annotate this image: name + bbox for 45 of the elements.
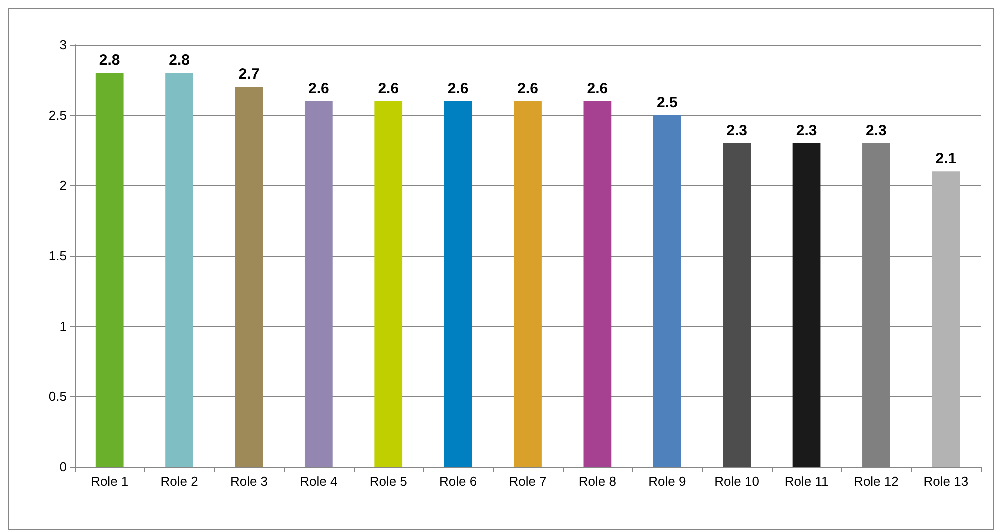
- x-tick-label: Role 1: [91, 474, 129, 489]
- data-label: 2.8: [99, 52, 120, 70]
- bar: [653, 115, 682, 467]
- x-tick-label: Role 2: [160, 474, 198, 489]
- bar: [166, 73, 194, 467]
- x-tick-label: Role 13: [924, 474, 969, 489]
- x-tick-label: Role 6: [440, 474, 478, 489]
- data-label: 2.6: [448, 80, 469, 98]
- x-tick-label: Role 3: [230, 474, 268, 489]
- y-tick-label: 3: [60, 38, 67, 52]
- data-label: 2.6: [587, 80, 608, 98]
- bar: [304, 101, 333, 467]
- x-tick-label: Role 9: [648, 474, 686, 489]
- bar: [235, 87, 264, 467]
- bar: [584, 101, 612, 467]
- y-tick-label: 0: [60, 460, 67, 474]
- bar: [514, 101, 542, 467]
- y-tick-label: 1.5: [48, 248, 67, 264]
- x-tick-label: Role 7: [509, 474, 547, 489]
- data-label: 2.3: [796, 122, 818, 140]
- data-label: 2.8: [169, 52, 190, 70]
- y-tick-label: 2.5: [48, 108, 67, 123]
- data-label: 2.6: [518, 80, 538, 98]
- y-tick-label: 1: [60, 318, 67, 334]
- data-label: 2.7: [238, 66, 260, 84]
- x-tick-label: Role 8: [578, 474, 616, 489]
- x-tick-label: Role 5: [370, 474, 408, 489]
- x-tick-label: Role 4: [300, 474, 338, 489]
- data-label: 2.6: [308, 80, 330, 98]
- bar: [96, 73, 124, 467]
- bar: [792, 143, 821, 467]
- x-tick-label: Role 12: [854, 474, 899, 489]
- bar: [444, 101, 472, 467]
- y-tick-label: 2: [60, 178, 67, 194]
- bar: [723, 143, 752, 467]
- x-tick-label: Role 10: [714, 474, 760, 489]
- y-tick-label: 0.5: [48, 389, 67, 404]
- data-label: 2.5: [656, 94, 678, 112]
- data-label: 2.6: [378, 80, 400, 98]
- data-label: 2.1: [936, 150, 957, 168]
- bar: [374, 101, 403, 467]
- data-label: 2.3: [726, 122, 748, 140]
- x-tick-label: Role 11: [784, 474, 829, 489]
- bar: [932, 172, 960, 467]
- data-label: 2.3: [866, 122, 887, 140]
